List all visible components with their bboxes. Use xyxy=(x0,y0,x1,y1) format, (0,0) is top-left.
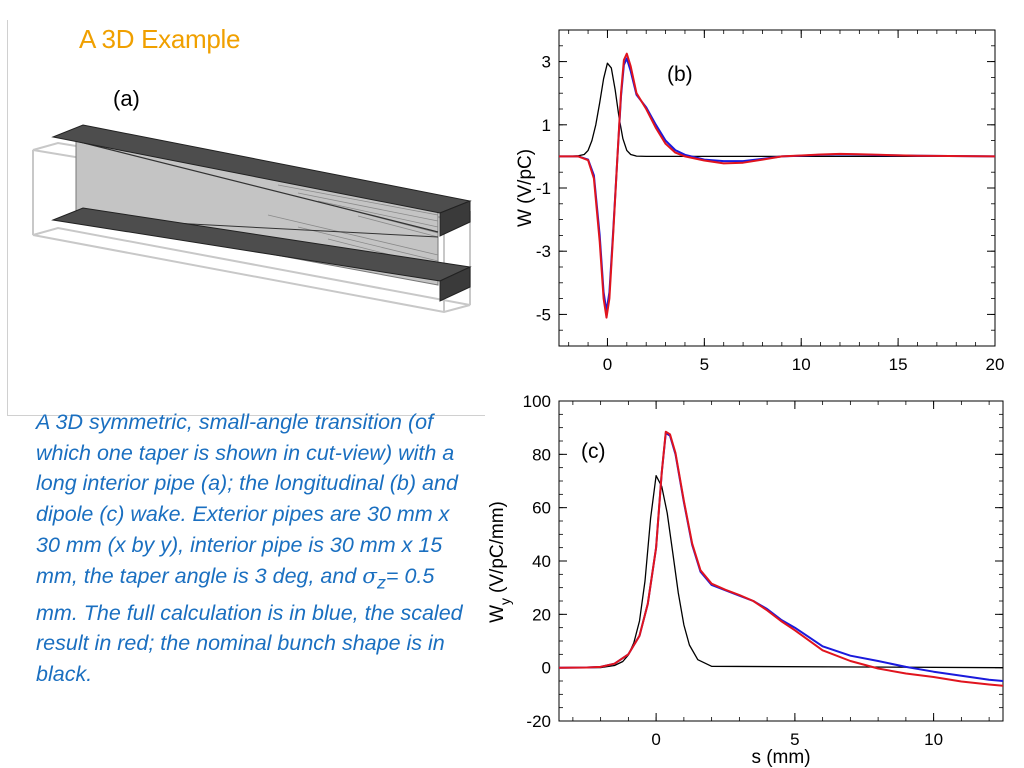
caption-text-start: A 3D symmetric, small-angle transition (… xyxy=(36,410,458,588)
series-line-1 xyxy=(559,57,996,313)
plot-frame xyxy=(558,400,1004,722)
y-axis-label: W (V/pC) xyxy=(515,149,536,227)
panel-label: (c) xyxy=(581,440,606,463)
x-tick-label: 10 xyxy=(792,355,811,374)
y-tick-label: 1 xyxy=(542,116,551,135)
x-tick-label: 10 xyxy=(924,730,943,749)
frame-border-left xyxy=(7,20,8,415)
y-tick-label: 40 xyxy=(532,552,551,571)
x-tick-label: 20 xyxy=(986,355,1005,374)
y-tick-label: 100 xyxy=(523,392,551,411)
y-axis-label: Wy (V/pC/mm) xyxy=(487,501,513,623)
y-tick-label: 60 xyxy=(532,499,551,518)
figure-caption: A 3D symmetric, small-angle transition (… xyxy=(36,407,466,690)
y-tick-label: 3 xyxy=(542,53,551,72)
taper-geometry-illustration xyxy=(32,124,472,314)
series-line-2 xyxy=(559,52,996,319)
plot-frame xyxy=(558,29,996,347)
y-tick-label: -1 xyxy=(536,179,551,198)
y-tick-label: -5 xyxy=(536,305,551,324)
chart-b-group: 0 5 10 15 20 3 1 -1 -3 -5 (b) W (V/pC) xyxy=(515,29,1005,374)
caption-text-end: = 0.5 mm. The full calculation is in blu… xyxy=(36,563,463,686)
chart-c-group: 0 5 10 100 80 60 40 20 0 -20 (c) Wy (V/pC/mm) s (mm) xyxy=(487,392,1004,768)
frame-border-bottom xyxy=(7,415,485,416)
y-axis-label-sub: y xyxy=(497,598,513,605)
y-tick-label: 20 xyxy=(532,605,551,624)
series-line-2 xyxy=(558,430,1004,687)
x-tick-label: 15 xyxy=(889,355,908,374)
x-tick-label: 0 xyxy=(603,355,612,374)
x-axis-label: s (mm) xyxy=(751,747,810,768)
y-axis-label-main: W xyxy=(487,605,508,623)
panel-label-a: (a) xyxy=(113,86,140,111)
series-line-0 xyxy=(559,62,995,158)
caption-sigma-subscript: z xyxy=(376,571,386,592)
series-line-1 xyxy=(558,432,1004,682)
y-tick-label: -20 xyxy=(526,712,551,731)
panel-label: (b) xyxy=(667,63,693,86)
caption-sigma-symbol: σ xyxy=(362,563,377,589)
x-tick-label: 5 xyxy=(700,355,709,374)
y-axis-label-unit: (V/pC/mm) xyxy=(487,501,508,593)
slide-title: A 3D Example xyxy=(79,24,241,54)
x-tick-label: 5 xyxy=(790,730,799,749)
series-line-0 xyxy=(558,475,1004,669)
y-tick-label: 80 xyxy=(532,445,551,464)
x-tick-label: 0 xyxy=(651,730,660,749)
y-tick-label: 0 xyxy=(542,659,551,678)
y-tick-label: -3 xyxy=(536,242,551,261)
